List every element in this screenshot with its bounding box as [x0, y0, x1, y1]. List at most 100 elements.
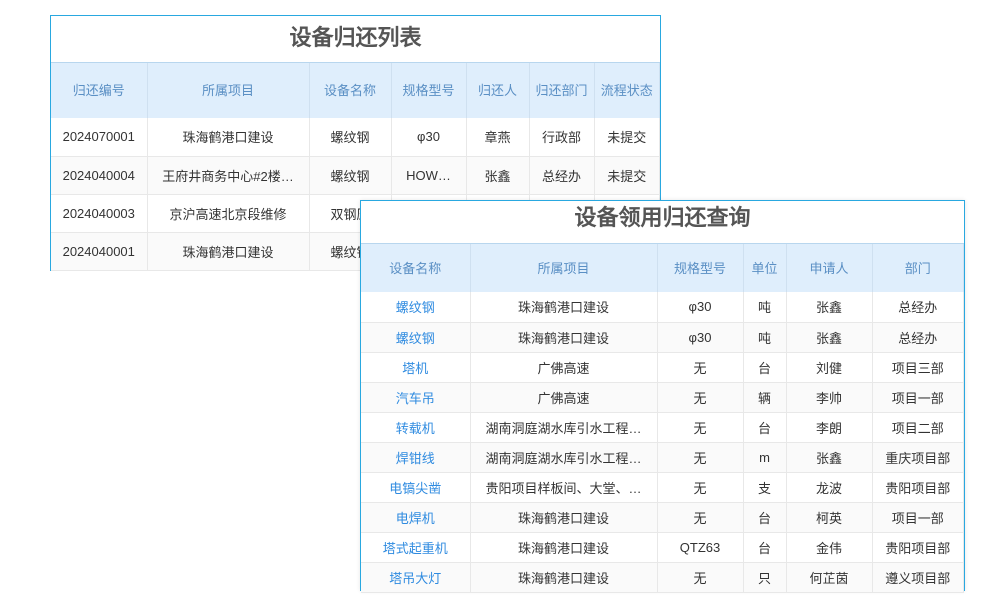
equipment-link[interactable]: 电焊机 [361, 502, 471, 533]
table-cell: φ30 [391, 118, 467, 157]
table-cell: 无 [657, 382, 744, 413]
table-cell: φ30 [657, 292, 744, 323]
table-cell: 柯英 [786, 502, 873, 533]
table-row[interactable]: 焊钳线 湖南洞庭湖水库引水工程… 无 m 张鑫 重庆项目部 [361, 442, 964, 473]
table-cell: 无 [657, 562, 744, 593]
column-header: 规格型号 [391, 63, 467, 118]
table-cell: 无 [657, 442, 744, 473]
table-cell: 重庆项目部 [872, 442, 964, 473]
equipment-link[interactable]: 塔式起重机 [361, 532, 471, 563]
column-header: 所属项目 [470, 244, 658, 292]
table-cell: 龙波 [786, 472, 873, 503]
table-row[interactable]: 螺纹钢 珠海鹤港口建设 φ30 吨张鑫 总经办 [361, 322, 964, 353]
table-cell: 只 [743, 562, 787, 593]
table-cell: 珠海鹤港口建设 [470, 502, 658, 533]
table-row[interactable]: 螺纹钢 珠海鹤港口建设 φ30 吨张鑫 总经办 [361, 292, 964, 323]
equipment-link[interactable]: 电镐尖凿 [361, 472, 471, 503]
table-cell: φ30 [657, 322, 744, 353]
table-cell: 吨 [743, 322, 787, 353]
table-cell: 广佛高速 [470, 352, 658, 383]
table-cell: 台 [743, 502, 787, 533]
table-cell: 珠海鹤港口建设 [147, 232, 310, 271]
table-cell: 张鑫 [786, 322, 873, 353]
column-header: 所属项目 [147, 63, 310, 118]
column-header: 规格型号 [657, 244, 744, 292]
column-header: 设备名称 [361, 244, 471, 292]
return-list-title: 设备归还列表 [51, 16, 660, 63]
table-cell: 湖南洞庭湖水库引水工程… [470, 442, 658, 473]
table-cell: 章燕 [466, 118, 530, 157]
table-row[interactable]: 电焊机 珠海鹤港口建设无台柯英 项目一部 [361, 502, 964, 533]
table-cell: 台 [743, 532, 787, 563]
table-cell: 总经办 [872, 292, 964, 323]
table-cell: 贵阳项目样板间、大堂、… [470, 472, 658, 503]
table-cell: 台 [743, 352, 787, 383]
table-cell: 支 [743, 472, 787, 503]
equipment-link[interactable]: 塔吊大灯 [361, 562, 471, 593]
table-cell: 项目三部 [872, 352, 964, 383]
table-cell: 螺纹钢 [309, 156, 392, 195]
table-cell: 张鑫 [786, 292, 873, 323]
table-row[interactable]: 塔机 广佛高速无台刘健 项目三部 [361, 352, 964, 383]
query-panel: 设备领用归还查询 设备名称 所属项目 规格型号 单位 申请人 部门 螺纹钢 珠海鹤港口建设 φ… [360, 200, 965, 593]
query-table: 设备名称 所属项目 规格型号 单位 申请人 部门 螺纹钢 珠海鹤港口建设 φ30 吨张鑫 总经办螺… [361, 244, 964, 593]
table-cell: 辆 [743, 382, 787, 413]
table-cell: 无 [657, 412, 744, 443]
table-cell: 珠海鹤港口建设 [470, 562, 658, 593]
table-cell: 项目一部 [872, 502, 964, 533]
table-cell: HOW… [391, 156, 467, 195]
table-row[interactable]: 电镐尖凿 贵阳项目样板间、大堂、… 无支龙波 贵阳项目部 [361, 472, 964, 503]
column-header: 部门 [872, 244, 964, 292]
table-cell: 张鑫 [786, 442, 873, 473]
table-cell: 2024070001 [51, 118, 148, 157]
table-cell: 珠海鹤港口建设 [470, 292, 658, 323]
column-header: 归还人 [466, 63, 530, 118]
table-cell: 项目二部 [872, 412, 964, 443]
column-header: 归还编号 [51, 63, 148, 118]
table-row[interactable]: 2024070001 珠海鹤港口建设 螺纹钢 φ30 章燕 行政部 未提交 [51, 118, 660, 157]
table-cell: 未提交 [594, 156, 660, 195]
table-cell: 行政部 [529, 118, 595, 157]
table-cell: 珠海鹤港口建设 [470, 532, 658, 563]
table-cell: 李帅 [786, 382, 873, 413]
table-cell: 总经办 [872, 322, 964, 353]
table-cell: 湖南洞庭湖水库引水工程… [470, 412, 658, 443]
query-title: 设备领用归还查询 [361, 201, 964, 244]
table-cell: 王府井商务中心#2楼… [147, 156, 310, 195]
table-cell: 刘健 [786, 352, 873, 383]
table-cell: 无 [657, 472, 744, 503]
equipment-link[interactable]: 转载机 [361, 412, 471, 443]
table-row[interactable]: 2024040004 王府井商务中心#2楼… 螺纹钢 HOW… 张鑫 总经办 未提交 [51, 156, 660, 195]
equipment-link[interactable]: 螺纹钢 [361, 322, 471, 353]
table-cell: 珠海鹤港口建设 [470, 322, 658, 353]
column-header: 流程状态 [594, 63, 660, 118]
column-header: 申请人 [786, 244, 873, 292]
table-row[interactable]: 汽车吊 广佛高速无辆李帅 项目一部 [361, 382, 964, 413]
table-cell: 未提交 [594, 118, 660, 157]
table-cell: 京沪高速北京段维修 [147, 194, 310, 233]
table-cell: QTZ63 [657, 532, 744, 563]
table-cell: 2024040004 [51, 156, 148, 195]
table-cell: 总经办 [529, 156, 595, 195]
table-cell: 李朗 [786, 412, 873, 443]
equipment-link[interactable]: 焊钳线 [361, 442, 471, 473]
table-cell: 项目一部 [872, 382, 964, 413]
column-header: 归还部门 [529, 63, 595, 118]
table-cell: 贵阳项目部 [872, 532, 964, 563]
table-row[interactable]: 转载机 湖南洞庭湖水库引水工程… 无台李朗 项目二部 [361, 412, 964, 443]
table-cell: 张鑫 [466, 156, 530, 195]
table-row[interactable]: 塔式起重机 珠海鹤港口建设 QTZ63 台金伟 贵阳项目部 [361, 532, 964, 563]
table-row[interactable]: 塔吊大灯 珠海鹤港口建设无只何芷茵 遵义项目部 [361, 562, 964, 593]
table-cell: 贵阳项目部 [872, 472, 964, 503]
table-cell: 无 [657, 502, 744, 533]
equipment-link[interactable]: 塔机 [361, 352, 471, 383]
table-cell: 遵义项目部 [872, 562, 964, 593]
equipment-link[interactable]: 汽车吊 [361, 382, 471, 413]
table-cell: 2024040001 [51, 232, 148, 271]
table-cell: 珠海鹤港口建设 [147, 118, 310, 157]
equipment-link[interactable]: 螺纹钢 [361, 292, 471, 323]
table-cell: 螺纹钢 [309, 118, 392, 157]
table-cell: 2024040003 [51, 194, 148, 233]
table-cell: 广佛高速 [470, 382, 658, 413]
column-header: 设备名称 [309, 63, 392, 118]
